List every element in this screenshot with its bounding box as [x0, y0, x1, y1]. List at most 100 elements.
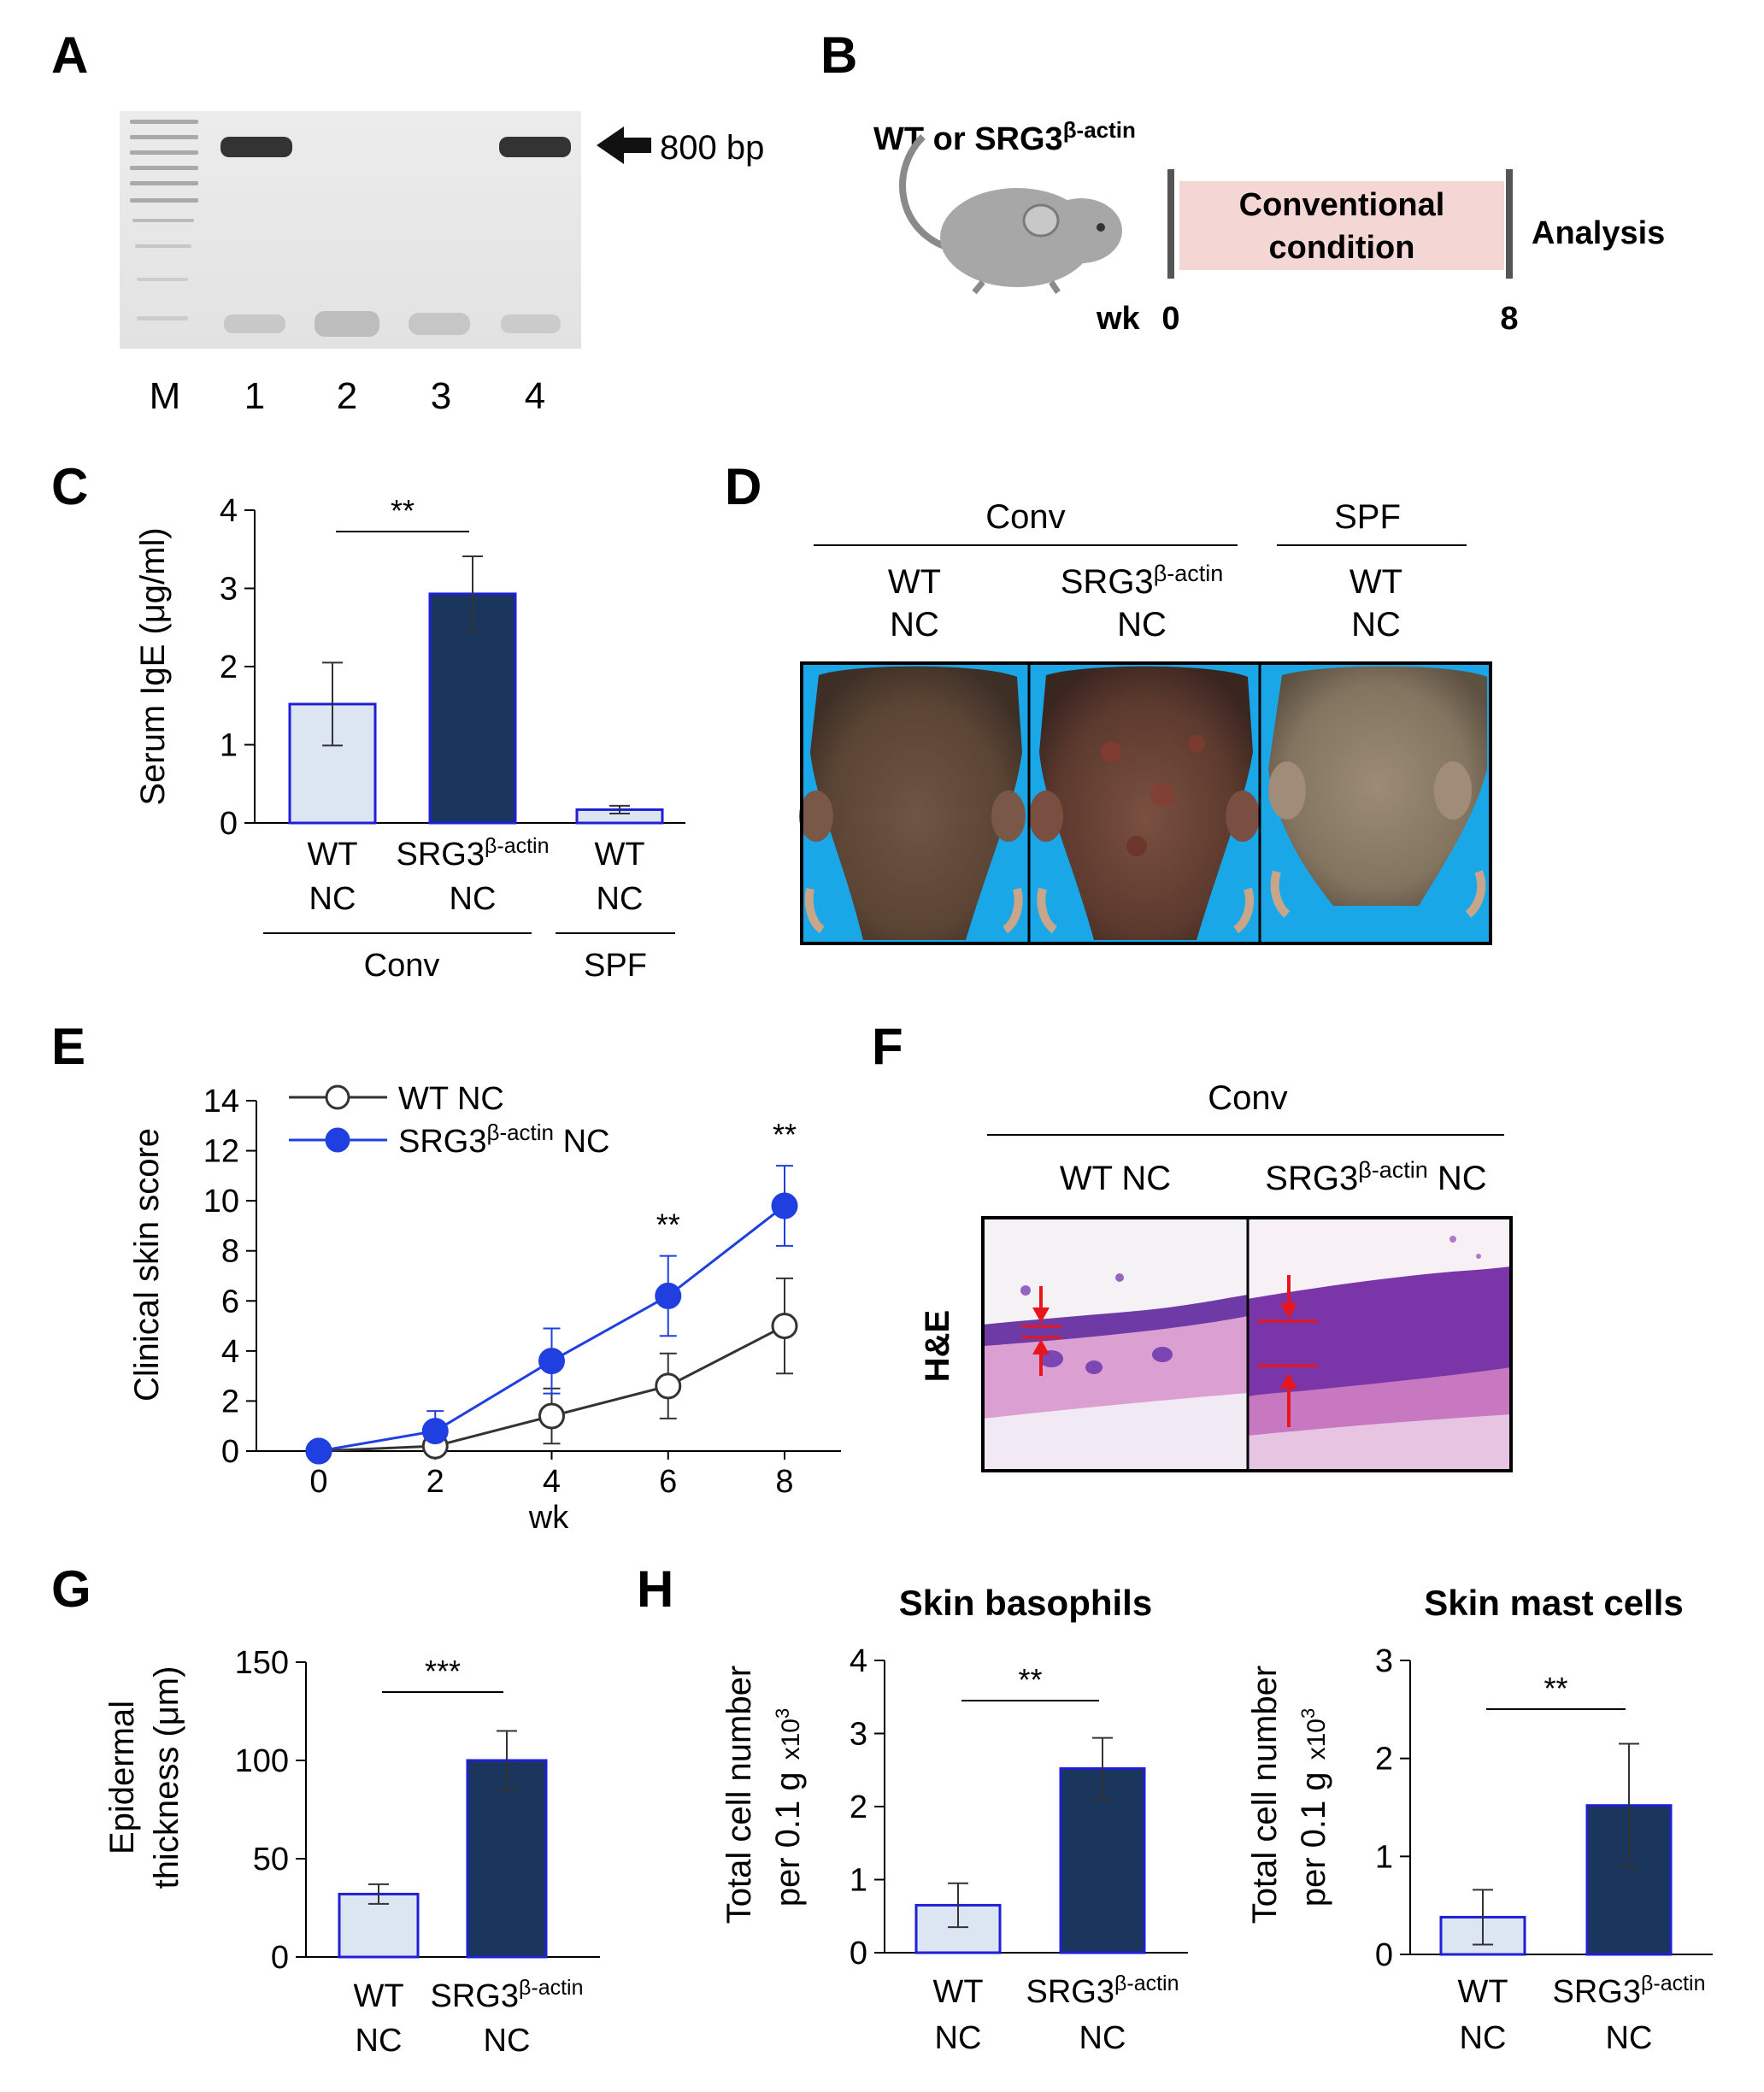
category-label: NC: [1606, 2020, 1653, 2056]
y-axis-label: Total cell number: [720, 1666, 758, 1924]
category-label: WT: [932, 1974, 983, 2010]
category-label: NC: [450, 881, 497, 917]
gel-ladder: [130, 120, 198, 320]
significance-label: **: [773, 1117, 797, 1152]
category-label: WT: [353, 1978, 403, 2014]
column-label: WT: [1349, 563, 1402, 601]
y-tick-label: 8: [221, 1234, 239, 1270]
y-tick-label: 1: [1375, 1839, 1393, 1875]
y-tick-label: 6: [221, 1284, 239, 1319]
category-label: NC: [1460, 2020, 1507, 2056]
y-tick-label: 2: [221, 1384, 239, 1419]
arrow-left-icon: [597, 126, 651, 164]
data-point: [655, 1372, 682, 1400]
mouse-genotype-label: WT or SRG3β-actin: [873, 117, 1136, 157]
y-axis-label: Serum IgE (μg/ml): [134, 527, 172, 805]
chart-title: Skin mast cells: [1424, 1583, 1684, 1623]
x-tick-label: 0: [309, 1464, 327, 1500]
data-point: [305, 1437, 332, 1465]
panel-g: G Epidermal thickness (μm) 0 50 100 150 WT NC…: [51, 1560, 600, 2059]
gel-bands: [220, 137, 571, 337]
category-label: WT: [1457, 1974, 1508, 2010]
y-tick-label: 2: [850, 1789, 867, 1825]
lane-label: 4: [525, 375, 545, 417]
y-axis-label: Clinical skin score: [128, 1128, 166, 1402]
mouse-photo-wt-spf: [1260, 663, 1491, 943]
y-tick-label: 0: [1375, 1937, 1393, 1973]
panel-a: A 800 bp M 1 2 3 4: [51, 26, 764, 417]
panel-b: B WT or SRG3β-actin Conventional conditi…: [820, 26, 1665, 337]
significance-label: ***: [425, 1654, 461, 1689]
significance-label: **: [656, 1208, 680, 1243]
epidermis-arrows: [1021, 1275, 1318, 1427]
category-label: NC: [1079, 2020, 1126, 2056]
y-axis-label: per 0.1 gx103: [1295, 1708, 1332, 1907]
y-tick-label: 12: [203, 1134, 239, 1170]
lane-label: 3: [431, 375, 451, 417]
mouse-photo-wt-conv: [799, 663, 1029, 943]
category-label: WT: [594, 837, 644, 873]
column-label: SRG3β-actin NC: [1265, 1157, 1486, 1197]
panel-e: E Clinical skin score wk 0 2 4 6 8 10 12 14 0 2 4 6…: [51, 1018, 841, 1536]
panel-label-g: G: [51, 1560, 91, 1618]
group-label-spf: SPF: [1334, 498, 1401, 536]
bar: [466, 1759, 548, 1959]
y-tick-label: 0: [271, 1940, 289, 1976]
column-label: WT: [888, 563, 941, 601]
legend-label: SRG3β-actin NC: [398, 1119, 609, 1160]
column-label: WT NC: [1060, 1160, 1171, 1197]
panel-d: D Conv SPF WT NC SRG3β-actin NC WT NC: [725, 458, 1492, 945]
x-tick-label: 6: [659, 1464, 677, 1500]
chart-title: Skin basophils: [899, 1583, 1152, 1623]
y-tick-label: 4: [850, 1643, 867, 1679]
y-tick-label: 2: [1375, 1742, 1393, 1778]
panel-label-f: F: [872, 1018, 903, 1075]
category-label: SRG3β-actin: [431, 1976, 584, 2014]
group-label-conv: Conv: [364, 948, 440, 984]
y-tick-label: 14: [203, 1084, 239, 1119]
x-tick-label: 8: [775, 1464, 793, 1500]
panel-label-h: H: [637, 1560, 673, 1618]
category-label: WT: [307, 837, 357, 873]
y-tick-label: 1: [850, 1863, 867, 1899]
histology-srg3: [1248, 1218, 1511, 1471]
legend-label: WT NC: [398, 1081, 504, 1117]
panel-label-e: E: [51, 1018, 85, 1075]
category-label: SRG3β-actin: [1026, 1972, 1179, 2010]
data-point: [771, 1192, 798, 1219]
legend-marker: [325, 1084, 350, 1110]
y-axis-label: thickness (μm): [148, 1666, 185, 1889]
lane-label: M: [150, 375, 181, 417]
significance-label: **: [1544, 1671, 1567, 1706]
y-tick-label: 2: [220, 649, 238, 685]
data-point: [538, 1402, 565, 1430]
group-label-spf: SPF: [584, 948, 647, 984]
category-label: SRG3β-actin: [397, 834, 550, 873]
y-axis-label: Total cell number: [1246, 1666, 1284, 1924]
panel-label-a: A: [51, 26, 88, 84]
condition-line-1: Conventional: [1239, 187, 1445, 223]
photo-frame: [800, 661, 1492, 945]
y-tick-label: 150: [235, 1645, 289, 1681]
panel-label-c: C: [51, 458, 88, 515]
data-point: [655, 1282, 682, 1309]
condition-box: [1179, 181, 1504, 270]
y-tick-label: 100: [235, 1743, 289, 1779]
column-label: NC: [1351, 606, 1401, 643]
lane-label: 2: [337, 375, 357, 417]
y-tick-label: 10: [203, 1184, 239, 1219]
legend-marker: [325, 1127, 350, 1153]
y-axis-label: per 0.1 gx103: [769, 1708, 807, 1907]
analysis-label: Analysis: [1532, 215, 1665, 251]
y-tick-label: 0: [850, 1936, 867, 1972]
category-label: NC: [484, 2023, 531, 2059]
category-label: NC: [356, 2023, 403, 2059]
y-tick-label: 1: [220, 728, 238, 764]
y-tick-label: 50: [253, 1842, 289, 1878]
panel-label-b: B: [820, 26, 857, 84]
column-label: NC: [1117, 606, 1167, 643]
week-start: 0: [1161, 301, 1179, 337]
panel-c: C Serum IgE (μg/ml) 0 1 2 3 4 WT NC SRG3β-actin…: [51, 458, 685, 984]
y-tick-label: 3: [220, 572, 238, 608]
